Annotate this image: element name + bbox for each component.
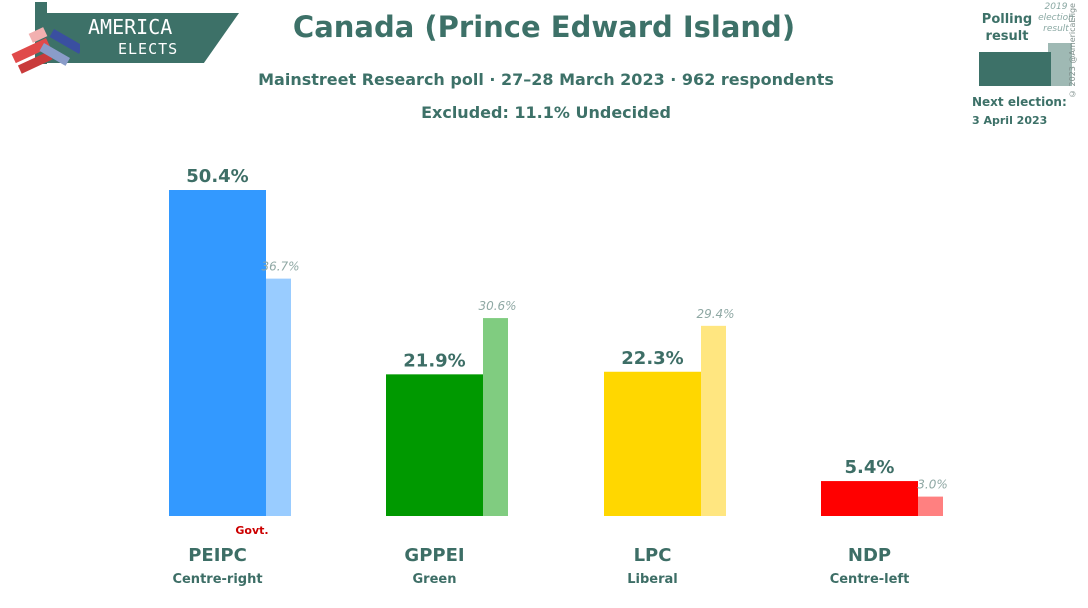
legend-election-label: 2019 election result (1038, 2, 1074, 34)
logo-banner (44, 13, 239, 63)
election-bar-gppei (483, 318, 508, 516)
election-value-ndp: 3.0% (917, 478, 948, 492)
polling-bar-lpc (604, 371, 701, 516)
america-elects-logo: AMERICA ELECTS (0, 0, 250, 90)
govt-label: Govt. (235, 524, 268, 537)
logo-star-icon (11, 27, 80, 74)
party-label-gppei: GPPEI (404, 545, 464, 566)
excluded-note: Excluded: 11.1% Undecided (421, 103, 671, 122)
election-value-peipc: 36.7% (261, 260, 299, 274)
party-label-ndp: NDP (848, 545, 891, 566)
legend-election-swatch (1048, 43, 1072, 86)
polling-bar-peipc (169, 190, 266, 516)
ideology-label-peipc: Centre-right (172, 572, 262, 587)
polling-bar-ndp (821, 481, 918, 516)
logo-text-america: AMERICA (88, 15, 173, 39)
polling-value-lpc: 22.3% (621, 348, 683, 369)
polling-value-peipc: 50.4% (186, 166, 248, 187)
election-bar-peipc (266, 278, 291, 516)
election-bar-lpc (701, 325, 726, 516)
party-label-lpc: LPC (634, 545, 672, 566)
party-label-peipc: PEIPC (188, 545, 247, 566)
election-value-lpc: 29.4% (696, 307, 734, 321)
legend-polling-swatch (979, 52, 1051, 86)
next-election-date: 3 April 2023 (972, 114, 1048, 127)
ideology-label-lpc: Liberal (627, 572, 678, 587)
next-election-label: Next election: (972, 95, 1067, 109)
legend-polling-label: Polling result (981, 12, 1033, 44)
polling-value-gppei: 21.9% (403, 350, 465, 371)
election-bar-ndp (918, 496, 943, 516)
ideology-label-gppei: Green (413, 572, 457, 587)
ideology-label-ndp: Centre-left (830, 572, 910, 587)
polling-value-ndp: 5.4% (845, 457, 895, 478)
logo-text-elects: ELECTS (118, 40, 179, 58)
chart-legend: Polling result 2019 election result Next… (960, 0, 1088, 140)
polling-bar-gppei (386, 374, 483, 516)
chart-subtitle: Mainstreet Research poll · 27–28 March 2… (258, 70, 834, 89)
chart-title: Canada (Prince Edward Island) (292, 10, 796, 44)
election-value-gppei: 30.6% (478, 299, 516, 313)
